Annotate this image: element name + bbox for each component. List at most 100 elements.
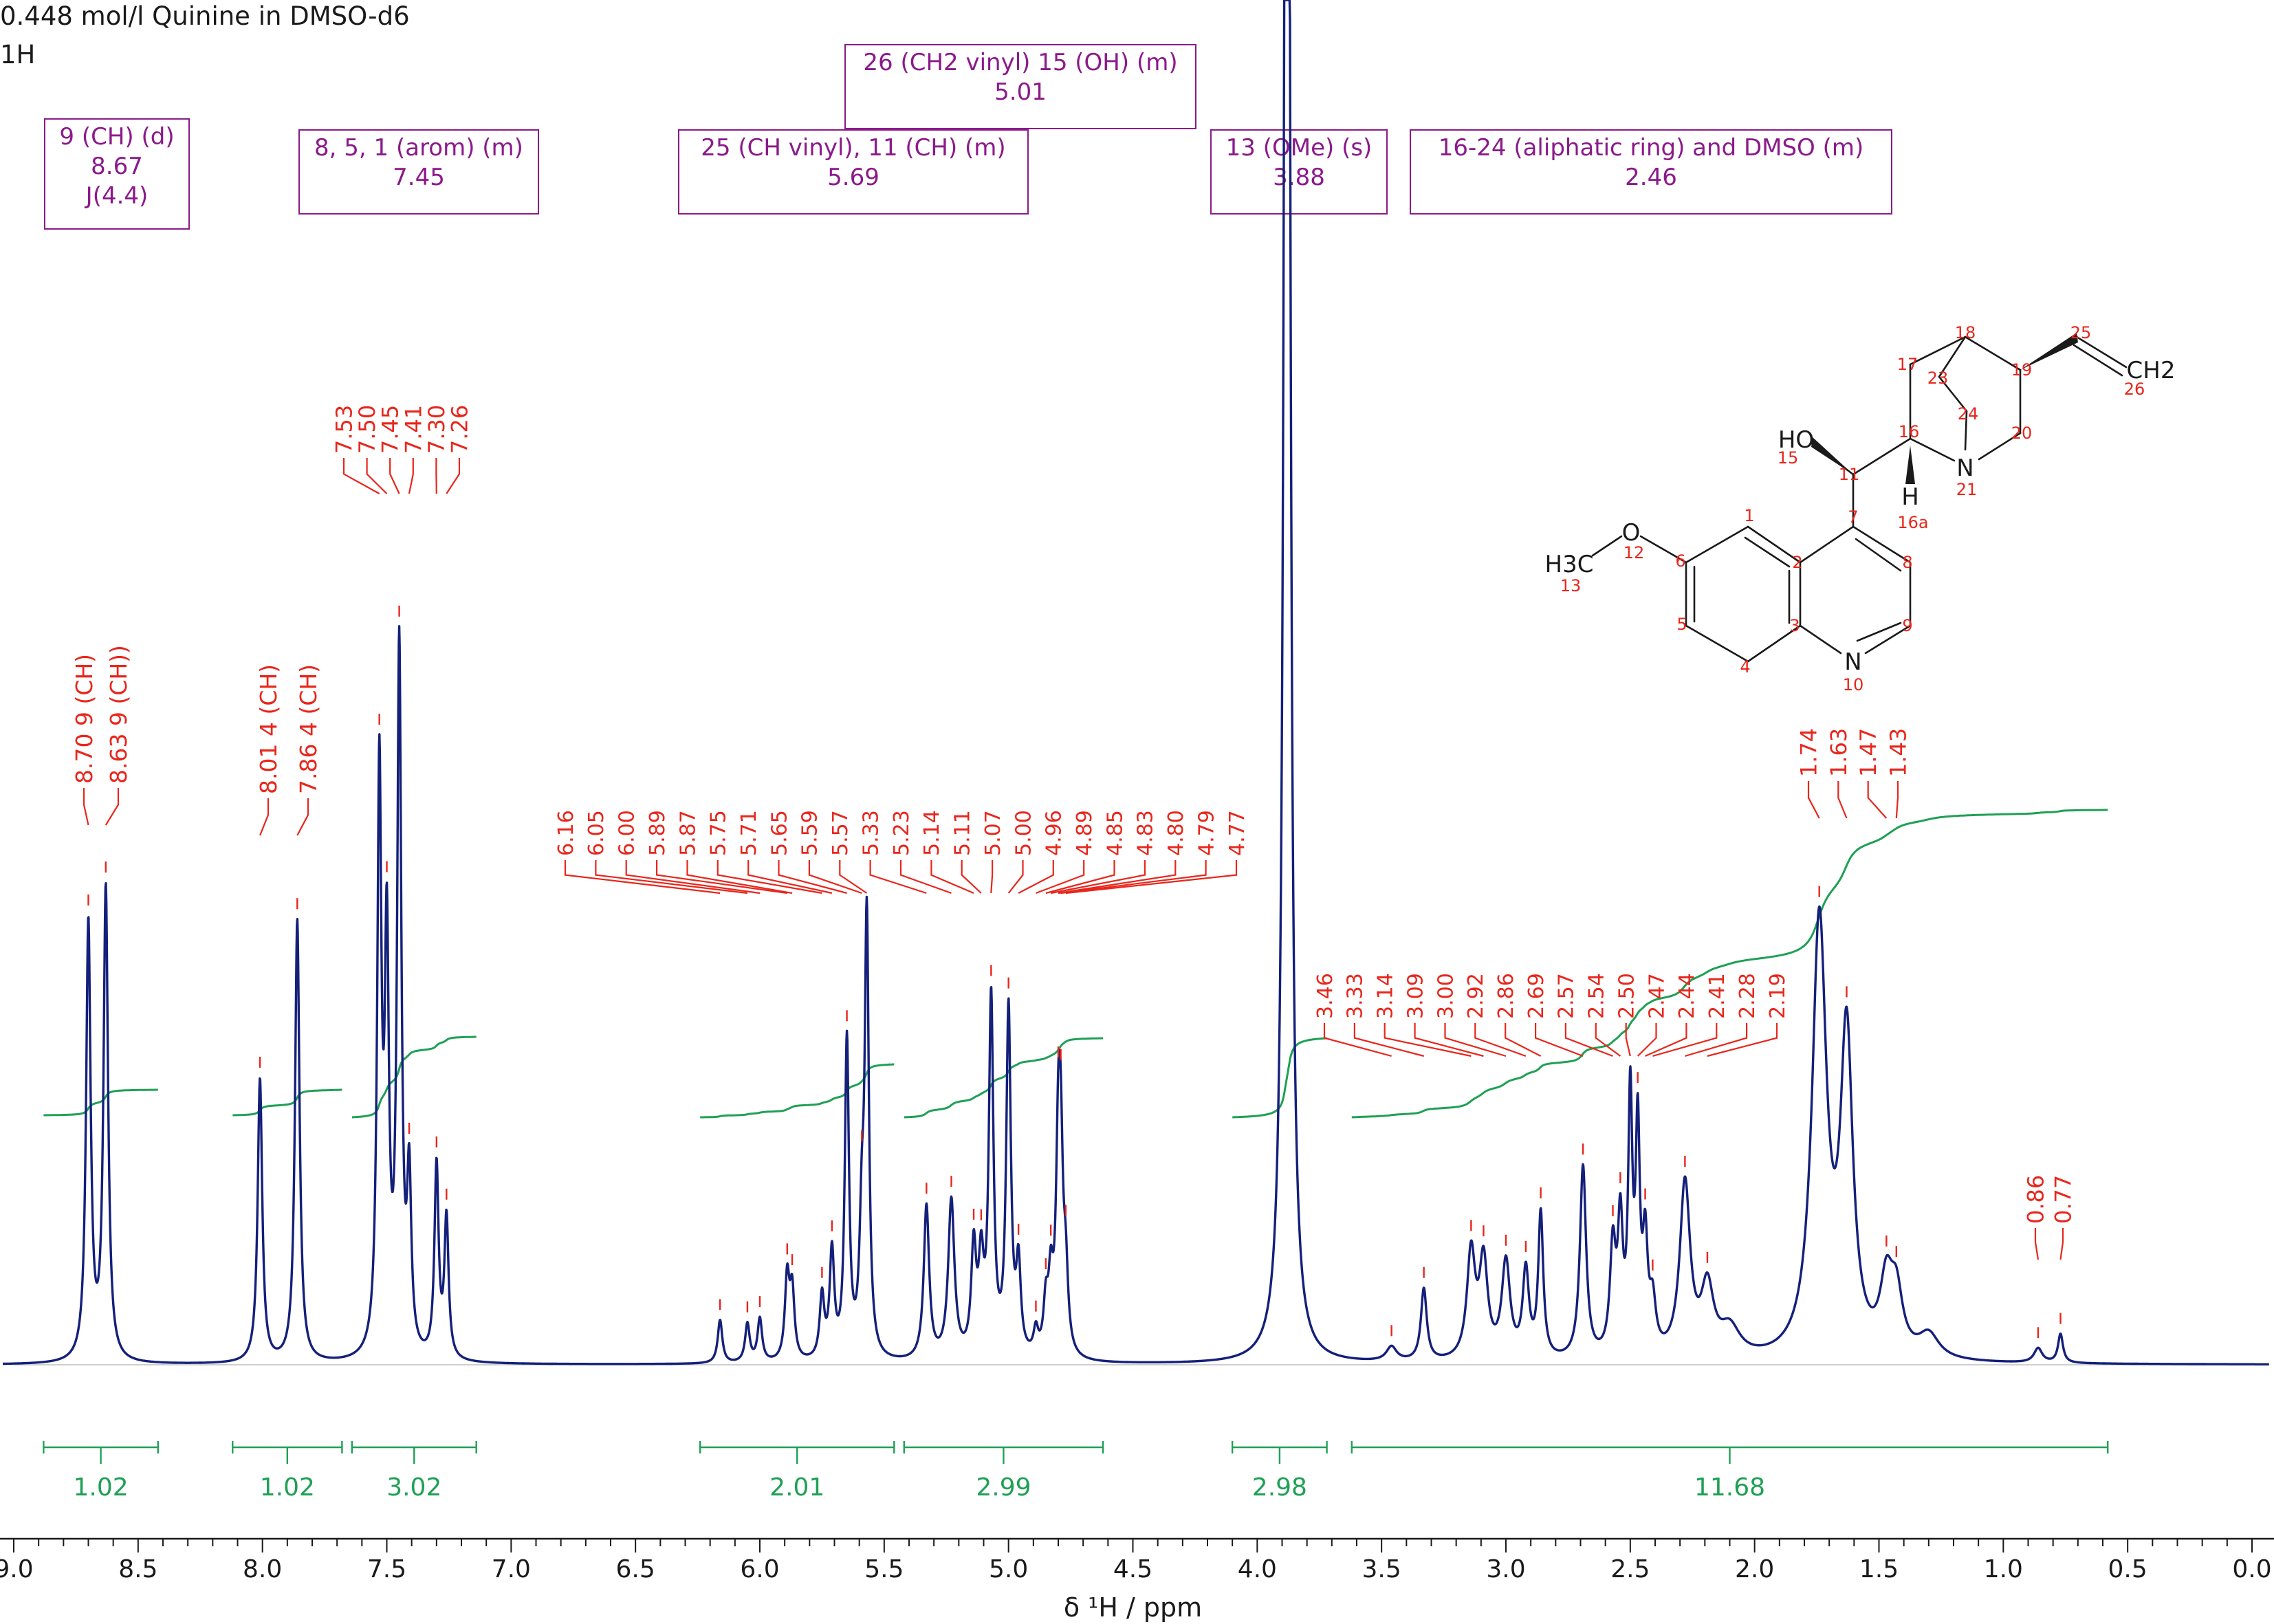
integral-curve (1232, 1037, 1327, 1119)
peak-label-leader (1637, 1023, 1657, 1057)
peak-label: 8.70 9 (CH) (71, 654, 98, 784)
peak-label-leader (1060, 860, 1207, 895)
peak-label: 6.05 (584, 810, 609, 856)
x-tick-label: 5.5 (864, 1555, 904, 1583)
peak-label: 5.57 (829, 810, 853, 856)
quinine-structure: HOHNNOH3CCH212345678910111213151616a1718… (1545, 323, 2176, 694)
annotation-text: 16-24 (aliphatic ring) and DMSO (m) (1438, 134, 1864, 162)
peak-label-leader (259, 798, 270, 836)
annotation-box-vinyl-ch: 25 (CH vinyl), 11 (CH) (m) 5.69 (678, 129, 1029, 215)
atom-number-label: 11 (1839, 465, 1860, 484)
peak-label-leader (1065, 860, 1238, 895)
peak-label: 3.00 (1434, 973, 1458, 1019)
peak-label-leader (961, 860, 982, 894)
annotation-text: 9 (CH) (d) (59, 123, 175, 151)
peak-label-leader (1652, 1023, 1718, 1057)
peak-label-leader (1867, 781, 1888, 819)
spectrum-title: 0.448 mol/l Quinine in DMSO-d6 (0, 1, 410, 31)
peak-label-leader (342, 458, 380, 494)
structure-bond (1864, 624, 1912, 655)
peak-label-leader (1045, 860, 1115, 895)
peak-label: 5.65 (767, 810, 791, 856)
atom-number-label: 15 (1778, 448, 1799, 468)
integral-curve (351, 1035, 477, 1119)
annotation-box-aliphatic: 16-24 (aliphatic ring) and DMSO (m) 2.46 (1410, 129, 1892, 215)
peak-label-leader (564, 860, 721, 895)
peak-label-leader (1895, 781, 1899, 819)
x-tick-label: 8.5 (118, 1555, 157, 1583)
structure-bond (1909, 437, 1956, 462)
peak-label-leader (1384, 1023, 1472, 1057)
peak-label-leader (1018, 860, 1054, 894)
structure-bond (1938, 336, 1967, 378)
atom-number-label: 6 (1675, 551, 1685, 571)
peak-label: 1.63 (1826, 728, 1852, 777)
annotation-text: J(4.4) (85, 182, 149, 210)
peak-label-leader (1036, 860, 1085, 895)
annotation-text: 2.46 (1625, 164, 1677, 191)
annotation-text: 7.45 (393, 164, 445, 191)
peak-label-leader (446, 458, 461, 494)
peak-label: 6.00 (615, 810, 639, 856)
annotation-text: 8.67 (91, 153, 143, 180)
peak-label-leader (747, 860, 833, 895)
peak-label: 5.87 (676, 810, 700, 856)
x-tick-label: 7.5 (367, 1555, 406, 1583)
peak-label: 5.07 (981, 810, 1005, 856)
integral-curve (700, 1063, 895, 1119)
peak-label: 2.47 (1645, 973, 1669, 1019)
x-tick-label: 3.5 (1362, 1555, 1401, 1583)
x-axis-label: δ ¹H / ppm (1064, 1592, 1202, 1623)
atom-number-label: 13 (1560, 576, 1582, 595)
peak-label-leader (2034, 1228, 2040, 1260)
atom-n10: N (1844, 648, 1861, 676)
peak-label: 2.28 (1736, 973, 1760, 1019)
peak-label-leader (296, 798, 309, 836)
peak-label-leader (366, 458, 388, 494)
wedge-bond (2020, 333, 2078, 370)
structure-bond (1747, 525, 1802, 564)
structure-bond (1852, 525, 1912, 564)
peak-label: 2.19 (1766, 973, 1790, 1019)
atom-number-label: 18 (1955, 323, 1976, 342)
peak-label: 7.53 (331, 405, 358, 454)
structure-bond (1909, 336, 1967, 366)
structure-bond (1799, 525, 1855, 564)
peak-label: 3.33 (1344, 973, 1368, 1019)
structure-bond (1747, 624, 1802, 663)
x-tick-label: 7.0 (492, 1555, 531, 1583)
integral-value: 1.02 (74, 1473, 129, 1502)
peak-label-leader (1807, 781, 1820, 819)
annotation-text: 13 (OMe) (s) (1225, 134, 1373, 162)
structure-bond (1744, 536, 1791, 568)
x-tick-label: 2.5 (1610, 1555, 1650, 1583)
atom-number-label: 8 (1902, 553, 1912, 572)
atom-number-label: 2 (1792, 553, 1802, 572)
peak-label: 1.47 (1855, 728, 1881, 777)
structure-bond (1852, 437, 1912, 476)
peak-label: 2.57 (1555, 973, 1579, 1019)
atom-number-label: 4 (1740, 657, 1750, 677)
peak-label-leader (389, 458, 400, 494)
atom-number-label: 19 (2011, 360, 2033, 380)
peak-label: 3.46 (1313, 973, 1337, 1019)
x-tick-label: 0.5 (2108, 1555, 2147, 1583)
peak-label-leader (869, 860, 927, 895)
peak-label: 2.69 (1524, 973, 1549, 1019)
atom-n21: N (1956, 454, 1974, 482)
peak-label-leader (2059, 1228, 2064, 1260)
atom-o: O (1622, 519, 1641, 547)
integral-value: 2.99 (976, 1473, 1031, 1502)
peak-label: 5.59 (798, 810, 822, 856)
atom-number-label: 5 (1676, 615, 1687, 634)
x-tick-label: 6.5 (616, 1555, 655, 1583)
peak-label: 2.50 (1615, 973, 1639, 1019)
peak-label-leader (625, 860, 761, 895)
atom-number-label: 21 (1956, 480, 1978, 499)
peak-label-leader (1685, 1023, 1748, 1057)
annotation-box-h9: 9 (CH) (d) 8.67 J(4.4) (44, 118, 190, 230)
x-tick-label: 9.0 (0, 1555, 34, 1583)
peak-label: 6.16 (554, 810, 578, 856)
peak-label: 4.89 (1073, 810, 1097, 856)
atom-h3c: H3C (1545, 551, 1594, 578)
